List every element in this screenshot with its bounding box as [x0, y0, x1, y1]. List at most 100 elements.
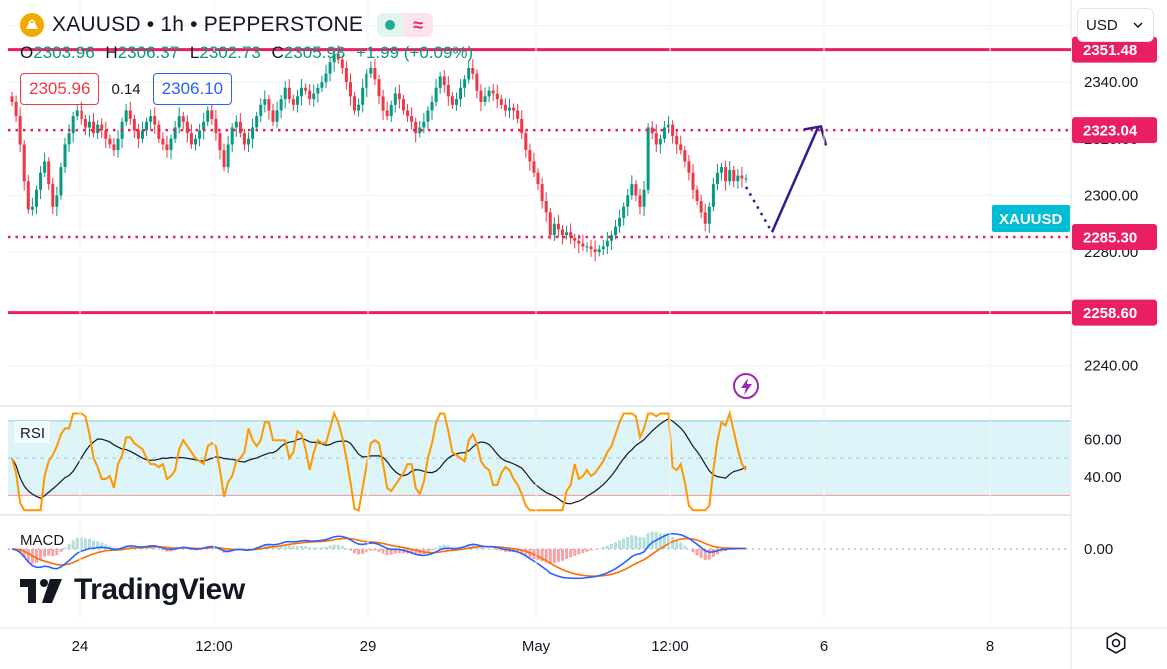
macd-histogram-bar [393, 549, 397, 554]
candle-body [516, 110, 520, 119]
macd-histogram-bar [597, 548, 601, 549]
macd-histogram-bar [483, 548, 487, 550]
candle-body [459, 87, 463, 100]
candle-body [499, 99, 503, 105]
price-tick-label: 2300.00 [1084, 187, 1138, 204]
candle-body [548, 212, 552, 236]
macd-histogram-bar [291, 546, 295, 549]
macd-histogram-bar [39, 549, 43, 560]
candle-body [198, 130, 202, 139]
macd-histogram-bar [214, 548, 218, 549]
candle-body [573, 237, 577, 241]
change-value: +1.99 (+0.09%) [356, 43, 474, 62]
macd-histogram-bar [634, 535, 638, 549]
candle-body [328, 62, 332, 74]
quote-panel: 2305.96 0.14 2306.10 [20, 73, 233, 105]
price-level-label: 2258.60 [1083, 305, 1137, 322]
rsi-tick-label: 40.00 [1084, 469, 1122, 486]
macd-histogram-bar [581, 549, 585, 554]
candle-body [161, 138, 165, 145]
symbol-tag-label: XAUUSD [999, 211, 1063, 228]
rsi-label: RSI [20, 425, 45, 442]
currency-select[interactable]: USD [1077, 8, 1154, 42]
candle-body [454, 99, 458, 105]
candle-body [108, 138, 112, 145]
macd-histogram-bar [410, 549, 414, 555]
macd-histogram-bar [283, 544, 287, 549]
macd-histogram-bar [646, 533, 650, 549]
candle-body [381, 96, 385, 111]
macd-histogram-bar [75, 537, 79, 549]
macd-histogram-bar [312, 547, 316, 549]
macd-histogram-bar [630, 535, 634, 549]
close-value: 2305.98 [283, 43, 346, 62]
candle-body [124, 110, 128, 122]
macd-histogram-bar [63, 547, 67, 549]
candle-body [581, 243, 585, 247]
macd-histogram-bar [373, 549, 377, 551]
macd-histogram-bar [426, 549, 430, 553]
candle-body [14, 101, 18, 117]
candle-body [267, 99, 271, 111]
candle-body [683, 150, 687, 162]
candle-body [385, 110, 389, 117]
candle-body [561, 229, 564, 236]
status-pill[interactable]: ≈ [377, 13, 434, 37]
macd-histogram-bar [55, 549, 59, 556]
macd-histogram-bar [324, 546, 328, 549]
macd-histogram-bar [626, 536, 630, 549]
macd-histogram-bar [104, 544, 108, 549]
time-tick-label: 12:00 [195, 638, 233, 655]
candle-body [259, 104, 263, 117]
candle-body [634, 184, 638, 196]
macd-histogram-bar [161, 549, 165, 551]
ohlc-legend: O2303.96 H2306.37 L2302.73 C2305.98 +1.9… [20, 43, 474, 62]
candle-body [316, 87, 320, 94]
candle-body [614, 226, 618, 236]
macd-histogram-bar [671, 536, 675, 549]
candle-body [10, 96, 14, 102]
macd-histogram-bar [442, 544, 446, 549]
macd-histogram-bar [679, 542, 683, 549]
candle-body [202, 121, 206, 131]
macd-histogram-bar [667, 534, 671, 549]
candle-body [173, 127, 177, 139]
candle-body [153, 116, 157, 125]
candle-body [430, 101, 434, 111]
candle-body [585, 246, 589, 248]
candle-body [214, 118, 218, 134]
symbol-header[interactable]: XAUUSD • 1h • PEPPERSTONE ≈ [20, 10, 434, 40]
candle-body [622, 206, 626, 219]
candle-body [422, 121, 426, 128]
candle-body [104, 130, 108, 139]
candle-body [532, 161, 536, 173]
macd-histogram-bar [552, 549, 556, 564]
sell-price-button[interactable]: 2305.96 [20, 73, 100, 105]
macd-histogram-bar [389, 549, 393, 555]
candle-body [703, 212, 707, 224]
macd-histogram-bar [430, 549, 434, 551]
macd-histogram-bar [385, 549, 389, 556]
macd-histogram-bar [295, 546, 299, 549]
buy-price-button[interactable]: 2306.10 [152, 73, 233, 105]
candle-body [251, 127, 255, 139]
candle-body [295, 96, 299, 105]
candle-body [247, 138, 251, 145]
macd-histogram-bar [79, 537, 83, 549]
candle-body [132, 118, 136, 131]
macd-histogram-bar [446, 545, 450, 549]
candle-body [300, 87, 304, 97]
settings-gear-icon[interactable] [1104, 631, 1128, 660]
macd-histogram-bar [573, 549, 577, 556]
macd-histogram-bar [43, 549, 47, 557]
price-level-label: 2285.30 [1083, 230, 1137, 247]
candle-body [426, 110, 430, 122]
macd-histogram-bar [279, 545, 283, 549]
macd-histogram-bar [320, 547, 324, 549]
macd-histogram-bar [377, 549, 381, 552]
macd-histogram-bar [687, 548, 691, 550]
macd-histogram-bar [344, 548, 348, 549]
candle-body [357, 104, 361, 111]
candle-body [618, 218, 622, 227]
